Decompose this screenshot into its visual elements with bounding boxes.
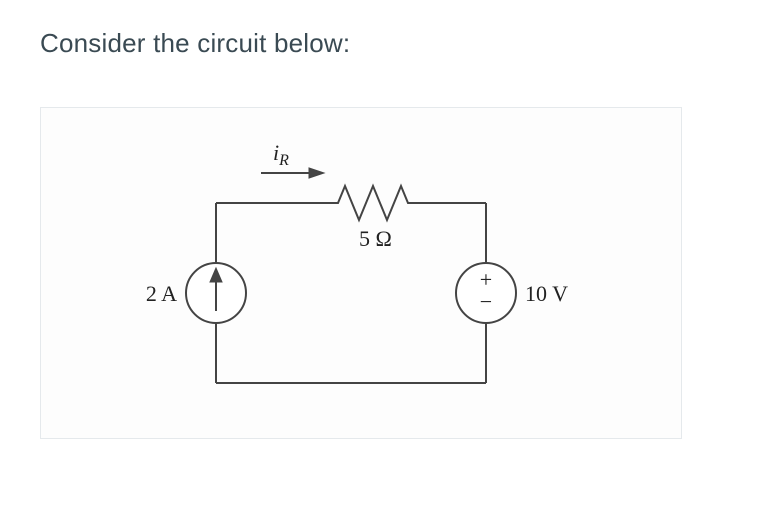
circuit-svg: + − iR 5 Ω 2 A 10 V [41, 108, 681, 438]
circuit-figure: + − iR 5 Ω 2 A 10 V [40, 107, 682, 439]
ir-arrow-head [309, 168, 324, 178]
question-prompt: Consider the circuit below: [40, 28, 728, 59]
voltage-source-label: 10 V [525, 281, 568, 306]
resistor-label: 5 Ω [359, 226, 392, 251]
voltage-minus: − [480, 289, 492, 314]
resistor [331, 186, 413, 220]
current-source-label: 2 A [146, 281, 177, 306]
ir-label: iR [273, 140, 289, 169]
